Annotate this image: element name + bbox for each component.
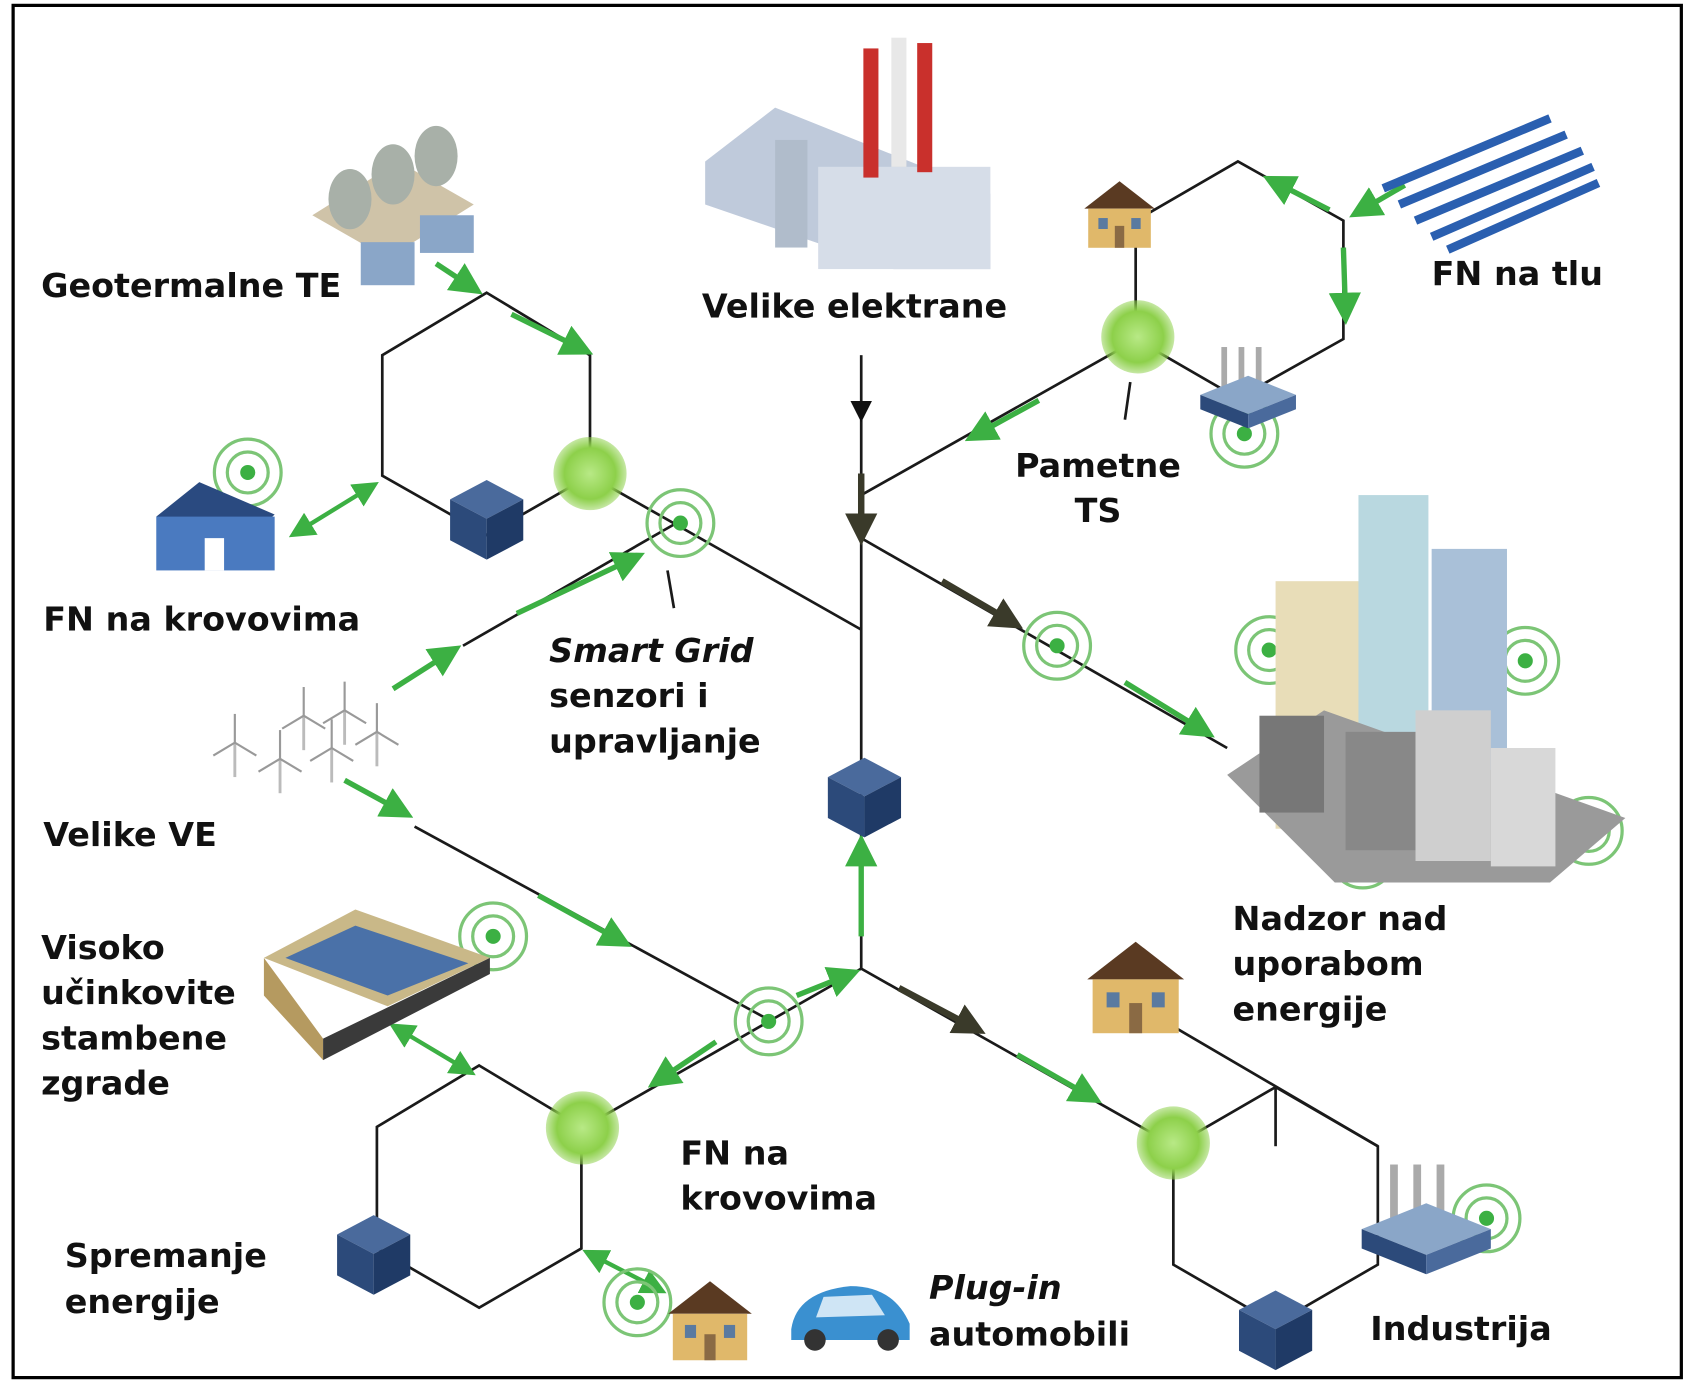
smart-node <box>546 1091 619 1164</box>
label: uporabom <box>1233 944 1424 983</box>
label: Geotermalne TE <box>41 266 341 305</box>
label: Pametne <box>1015 446 1181 485</box>
label: Visoko <box>41 928 165 967</box>
label: Plug-in <box>929 1268 1062 1307</box>
label: zgrade <box>41 1064 170 1103</box>
label: Industrija <box>1370 1309 1551 1348</box>
label: krovovima <box>680 1179 877 1218</box>
label: Velike VE <box>43 815 217 854</box>
smart-grid-diagram: Geotermalne TE Velike elektrane FN na tl… <box>0 0 1688 1383</box>
label: Nadzor nad <box>1233 899 1448 938</box>
label: Spremanje <box>65 1236 267 1275</box>
label: stambene <box>41 1018 227 1057</box>
smart-node <box>553 437 626 510</box>
label: automobili <box>929 1314 1130 1353</box>
label: FN na krovovima <box>43 600 360 639</box>
label: Smart Grid <box>549 631 755 670</box>
label: upravljanje <box>549 721 761 760</box>
label: učinkovite <box>41 973 236 1012</box>
label: FN na <box>680 1134 789 1173</box>
label: TS <box>1075 491 1122 530</box>
label: senzori i <box>549 676 709 715</box>
label: FN na tlu <box>1432 254 1603 293</box>
smart-node <box>1137 1106 1210 1179</box>
label: energije <box>65 1282 220 1321</box>
label: energije <box>1233 989 1388 1028</box>
smart-node <box>1101 300 1174 373</box>
label: Velike elektrane <box>702 286 1007 325</box>
